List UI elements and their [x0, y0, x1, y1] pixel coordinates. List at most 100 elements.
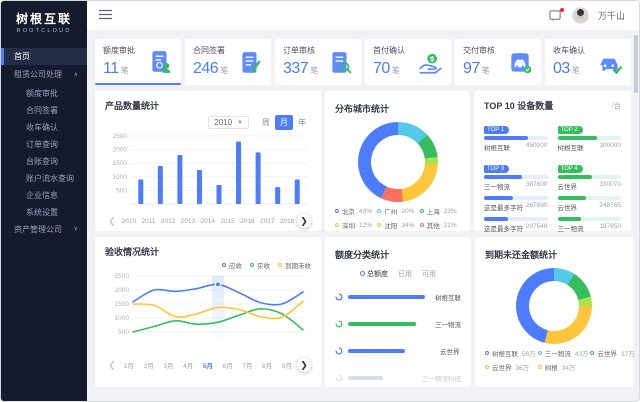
quota-option-可用[interactable]: 可用	[422, 271, 436, 278]
sidebar-item-资产管理公司[interactable]: 资产管理公司 ∨	[1, 221, 87, 238]
legend-item-云世界[interactable]: 云世界 36万	[485, 362, 536, 372]
logo-title: 树根互联	[15, 12, 72, 26]
username[interactable]: 万千山	[597, 11, 625, 21]
sidebar-subitem-合同签署[interactable]: 合同签署	[26, 106, 58, 115]
legend-item-树根互联[interactable]: 树根互联 56万	[485, 348, 536, 358]
stat-card-unit: 笔	[220, 66, 228, 75]
logo-subtitle: ROOTCLOUD	[16, 28, 72, 34]
overdue-chart-title: 到期未还金额统计	[485, 250, 558, 260]
sidebar-item-首页[interactable]: 首页	[1, 48, 87, 65]
sidebar-subitem-企业信息[interactable]: 企业信息	[26, 191, 58, 200]
line-chart-legend: 应收 实收 到期未收	[105, 260, 311, 270]
svg-text:1500: 1500	[115, 301, 130, 308]
line-x-label[interactable]: 5月	[202, 363, 213, 370]
top-badge: TOP 4	[557, 165, 583, 173]
legend-value: 37万	[620, 351, 635, 358]
line-x-label[interactable]: 7月	[242, 363, 253, 370]
stat-card-text: 交付审核 97 笔	[463, 45, 495, 80]
line-x-label[interactable]: 8月	[262, 363, 273, 370]
notification-icon[interactable]	[549, 7, 564, 23]
legend-value: 43%	[359, 207, 373, 215]
stat-card-unit: 笔	[571, 66, 580, 75]
legend-item-深圳[interactable]: 深圳 12%	[335, 220, 375, 230]
city-donut-chart	[357, 122, 438, 202]
range-tabs: 周月年	[257, 115, 311, 130]
stat-card-交付审核[interactable]: 交付审核 97 笔	[455, 39, 541, 85]
sidebar-item-租赁公司处理[interactable]: 租赁公司处理 ∧	[1, 65, 87, 85]
next-page-arrow[interactable]: ❯	[297, 214, 311, 228]
svg-text:1000: 1000	[113, 174, 128, 181]
legend-item-云世界[interactable]: 云世界 37万	[590, 348, 635, 358]
scrollbar[interactable]	[634, 35, 638, 93]
product-bar-chart: 500 1000 1500 2000 2500	[105, 130, 311, 213]
sidebar-subitem-台账查询[interactable]: 台账查询	[26, 157, 58, 166]
quota-bar	[348, 376, 384, 380]
prev-page-arrow[interactable]: ❮	[108, 215, 116, 226]
line-x-label[interactable]: 6月	[222, 363, 233, 370]
sidebar-subitem-额度审批[interactable]: 额度审批	[26, 89, 58, 98]
stat-card-额度审批[interactable]: 额度审批 11 笔	[95, 39, 181, 85]
legend-item-北京[interactable]: 北京 43%	[335, 206, 375, 216]
range-tab-年[interactable]: 年	[298, 118, 306, 127]
overdue-legend: 树根互联 56万 三一物流 43万 云世界 37万 云世界 36万 树根 34万	[485, 348, 635, 372]
legend-item-树根[interactable]: 树根 34万	[537, 362, 589, 372]
sidebar-subitem-账户流水查询[interactable]: 账户流水查询	[26, 174, 74, 183]
chevron-down-icon: ▼	[237, 119, 243, 126]
menu-fold-icon[interactable]	[99, 7, 112, 25]
legend-item-广州[interactable]: 广州 20%	[377, 206, 417, 216]
quota-bar	[348, 349, 406, 353]
quota-row-树根互联技术: 树根互联技术	[335, 396, 461, 401]
top10-bar-track	[484, 217, 548, 221]
line-x-label[interactable]: 4月	[183, 363, 194, 370]
legend-dot	[222, 263, 226, 267]
line-legend-实收[interactable]: 实收	[250, 260, 270, 270]
line-x-label[interactable]: 9月	[281, 363, 293, 370]
legend-dot	[537, 351, 542, 355]
quota-row-云世界: 云世界	[335, 342, 461, 360]
top10-bar-track	[557, 217, 622, 221]
legend-item-其他[interactable]: 其他 21%	[419, 220, 460, 230]
pie-mini-icon	[335, 288, 343, 306]
range-tab-月[interactable]: 月	[275, 115, 293, 130]
avatar[interactable]	[571, 7, 589, 24]
logo: 树根互联 ROOTCLOUD	[1, 1, 87, 34]
stat-card-合同签署[interactable]: 合同签署 246 笔	[185, 39, 271, 85]
line-legend-应收[interactable]: 应收	[222, 260, 242, 270]
sidebar-subitem-订单查询[interactable]: 订单查询	[26, 140, 58, 149]
product-chart-title: 产品数量统计	[105, 101, 160, 111]
range-tab-周[interactable]: 周	[262, 118, 270, 127]
line-legend-到期未收[interactable]: 到期未收	[278, 260, 311, 270]
legend-item-三一物流[interactable]: 三一物流 43万	[537, 348, 588, 358]
legend-dot	[419, 209, 424, 213]
line-x-label[interactable]: 1月	[123, 363, 134, 370]
legend-item-上海[interactable]: 上海 23%	[419, 206, 460, 216]
stat-card-value: 337 笔	[283, 60, 318, 77]
legend-value: 34万	[561, 365, 576, 372]
legend-value: 34%	[401, 221, 415, 229]
top10-item-name: 树根互联	[557, 145, 584, 152]
line-x-label[interactable]: 3月	[163, 363, 174, 370]
stat-card-text: 首付确认 70 笔	[373, 45, 405, 80]
next-month-arrow[interactable]: ❯	[297, 358, 311, 372]
legend-item-沈阳[interactable]: 沈阳 34%	[377, 220, 417, 230]
quota-option-已用[interactable]: 已用	[398, 271, 412, 278]
top10-item-meta: 这是最多字符 267690	[484, 202, 547, 212]
legend-name: 应收	[229, 263, 242, 270]
line-x-label[interactable]: 2月	[143, 363, 154, 370]
stat-card-订单审核[interactable]: 订单审核 337 笔	[275, 39, 361, 85]
sidebar-subitem-收车确认[interactable]: 收车确认	[26, 123, 58, 132]
sidebar-subitem-系统设置[interactable]: 系统设置	[26, 208, 58, 217]
city-chart-title: 分布城市统计	[335, 104, 390, 114]
svg-text:1500: 1500	[113, 160, 128, 167]
bar-x-label: 2011	[141, 217, 156, 225]
stat-card-收车确认[interactable]: 收车确认 03 笔	[545, 39, 631, 85]
top10-item-meta: 三一物流 187850	[558, 223, 621, 233]
product-quantity-card: 产品数量统计 2010 ▼ 周月年 500 1000 1500 2000 2500 ❮ …	[95, 91, 321, 231]
quota-option-总额度[interactable]: 总额度	[360, 269, 388, 279]
year-select[interactable]: 2010 ▼	[208, 116, 249, 129]
stat-card-首付确认[interactable]: 首付确认 70 笔 $	[365, 39, 451, 85]
legend-name: 云世界	[492, 365, 512, 372]
prev-month-arrow[interactable]: ❮	[108, 359, 116, 370]
